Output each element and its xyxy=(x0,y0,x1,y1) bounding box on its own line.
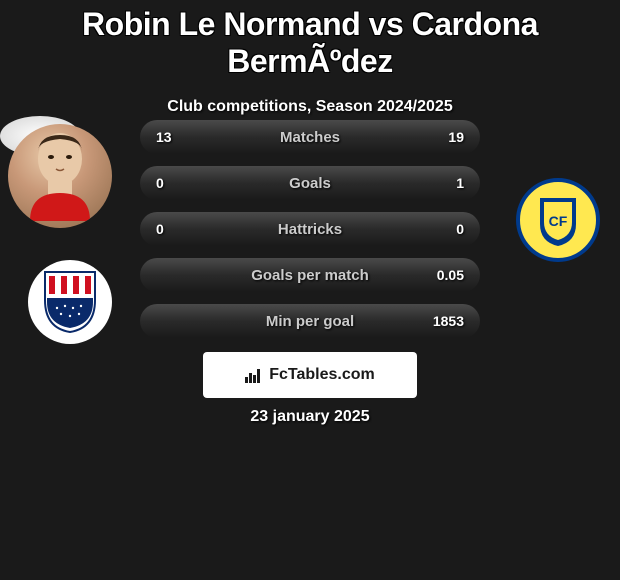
player-face-icon xyxy=(20,131,100,221)
stat-right-value: 19 xyxy=(448,129,464,145)
stat-row-min-per-goal: Min per goal 1853 xyxy=(140,304,480,338)
stat-left-value: 13 xyxy=(156,129,172,145)
bar-chart-icon xyxy=(245,367,263,383)
stat-label: Goals per match xyxy=(251,267,369,284)
branding-text: FcTables.com xyxy=(269,366,375,384)
subtitle: Club competitions, Season 2024/2025 xyxy=(0,98,620,116)
stats-list: 13 Matches 19 0 Goals 1 0 Hattricks 0 Go… xyxy=(140,120,480,350)
club-badge-right: CF xyxy=(516,178,600,262)
stat-right-value: 1853 xyxy=(433,313,464,329)
club-badge-left xyxy=(28,260,112,344)
stat-right-value: 0.05 xyxy=(437,267,464,283)
villarreal-crest-icon: CF xyxy=(528,190,588,250)
stat-row-goals: 0 Goals 1 xyxy=(140,166,480,200)
stat-right-value: 1 xyxy=(456,175,464,191)
stat-right-value: 0 xyxy=(456,221,464,237)
stat-row-matches: 13 Matches 19 xyxy=(140,120,480,154)
stat-label: Matches xyxy=(280,129,340,146)
stat-label: Min per goal xyxy=(266,313,354,330)
stat-left-value: 0 xyxy=(156,221,164,237)
page-title: Robin Le Normand vs Cardona BermÃºdez xyxy=(0,0,620,80)
atletico-crest-icon xyxy=(43,270,97,334)
svg-text:CF: CF xyxy=(549,213,568,229)
stat-left-value: 0 xyxy=(156,175,164,191)
stat-row-hattricks: 0 Hattricks 0 xyxy=(140,212,480,246)
stat-label: Goals xyxy=(289,175,331,192)
date-text: 23 january 2025 xyxy=(250,408,369,426)
branding-box[interactable]: FcTables.com xyxy=(203,352,417,398)
player-photo-left xyxy=(8,124,112,228)
comparison-card: Robin Le Normand vs Cardona BermÃºdez Cl… xyxy=(0,0,620,580)
stat-label: Hattricks xyxy=(278,221,342,238)
stat-row-goals-per-match: Goals per match 0.05 xyxy=(140,258,480,292)
